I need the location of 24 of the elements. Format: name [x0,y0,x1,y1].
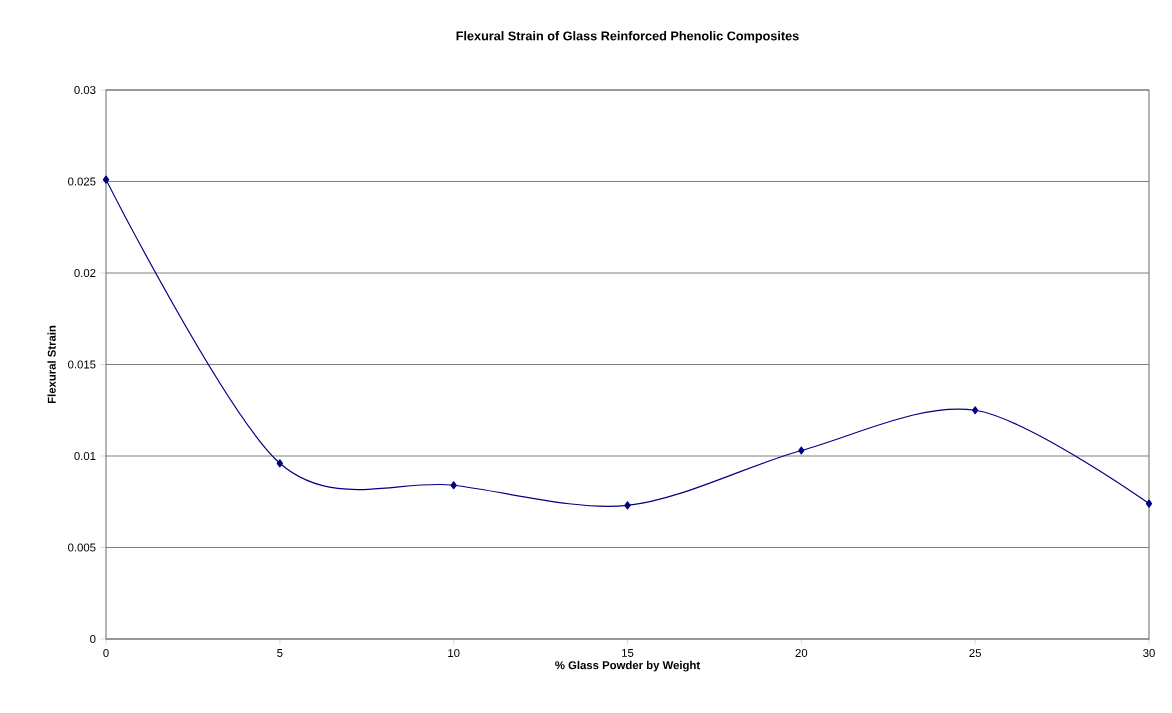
point [450,481,457,490]
y-tick-label: 0.03 [74,85,96,94]
point [624,501,631,510]
point [102,175,110,184]
point [1145,499,1153,508]
point [798,446,805,455]
y-tick-label: 0.005 [68,543,96,552]
x-tick-label: 25 [969,649,981,658]
chart-title: Flexural Strain of Glass Reinforced Phenolic Composites [456,31,799,43]
point [971,406,979,415]
x-tick-label: 10 [448,649,460,658]
point [276,459,284,468]
x-axis-title: % Glass Powder by Weight [555,660,701,672]
x-tick-label: 30 [1143,649,1155,658]
x-tick-label: 0 [103,649,109,658]
y-tick-label: 0 [90,634,96,643]
y-tick-label: 0.025 [68,177,96,186]
x-tick-label: 20 [795,649,808,658]
y-axis-title: Flexural Strain [47,325,56,404]
y-tick-label: 0.015 [68,360,96,369]
y-tick-label: 0.02 [74,268,96,277]
x-tick-label: 15 [622,649,634,657]
y-tick-label: 0.01 [74,451,96,460]
x-tick-label: 5 [277,649,283,657]
